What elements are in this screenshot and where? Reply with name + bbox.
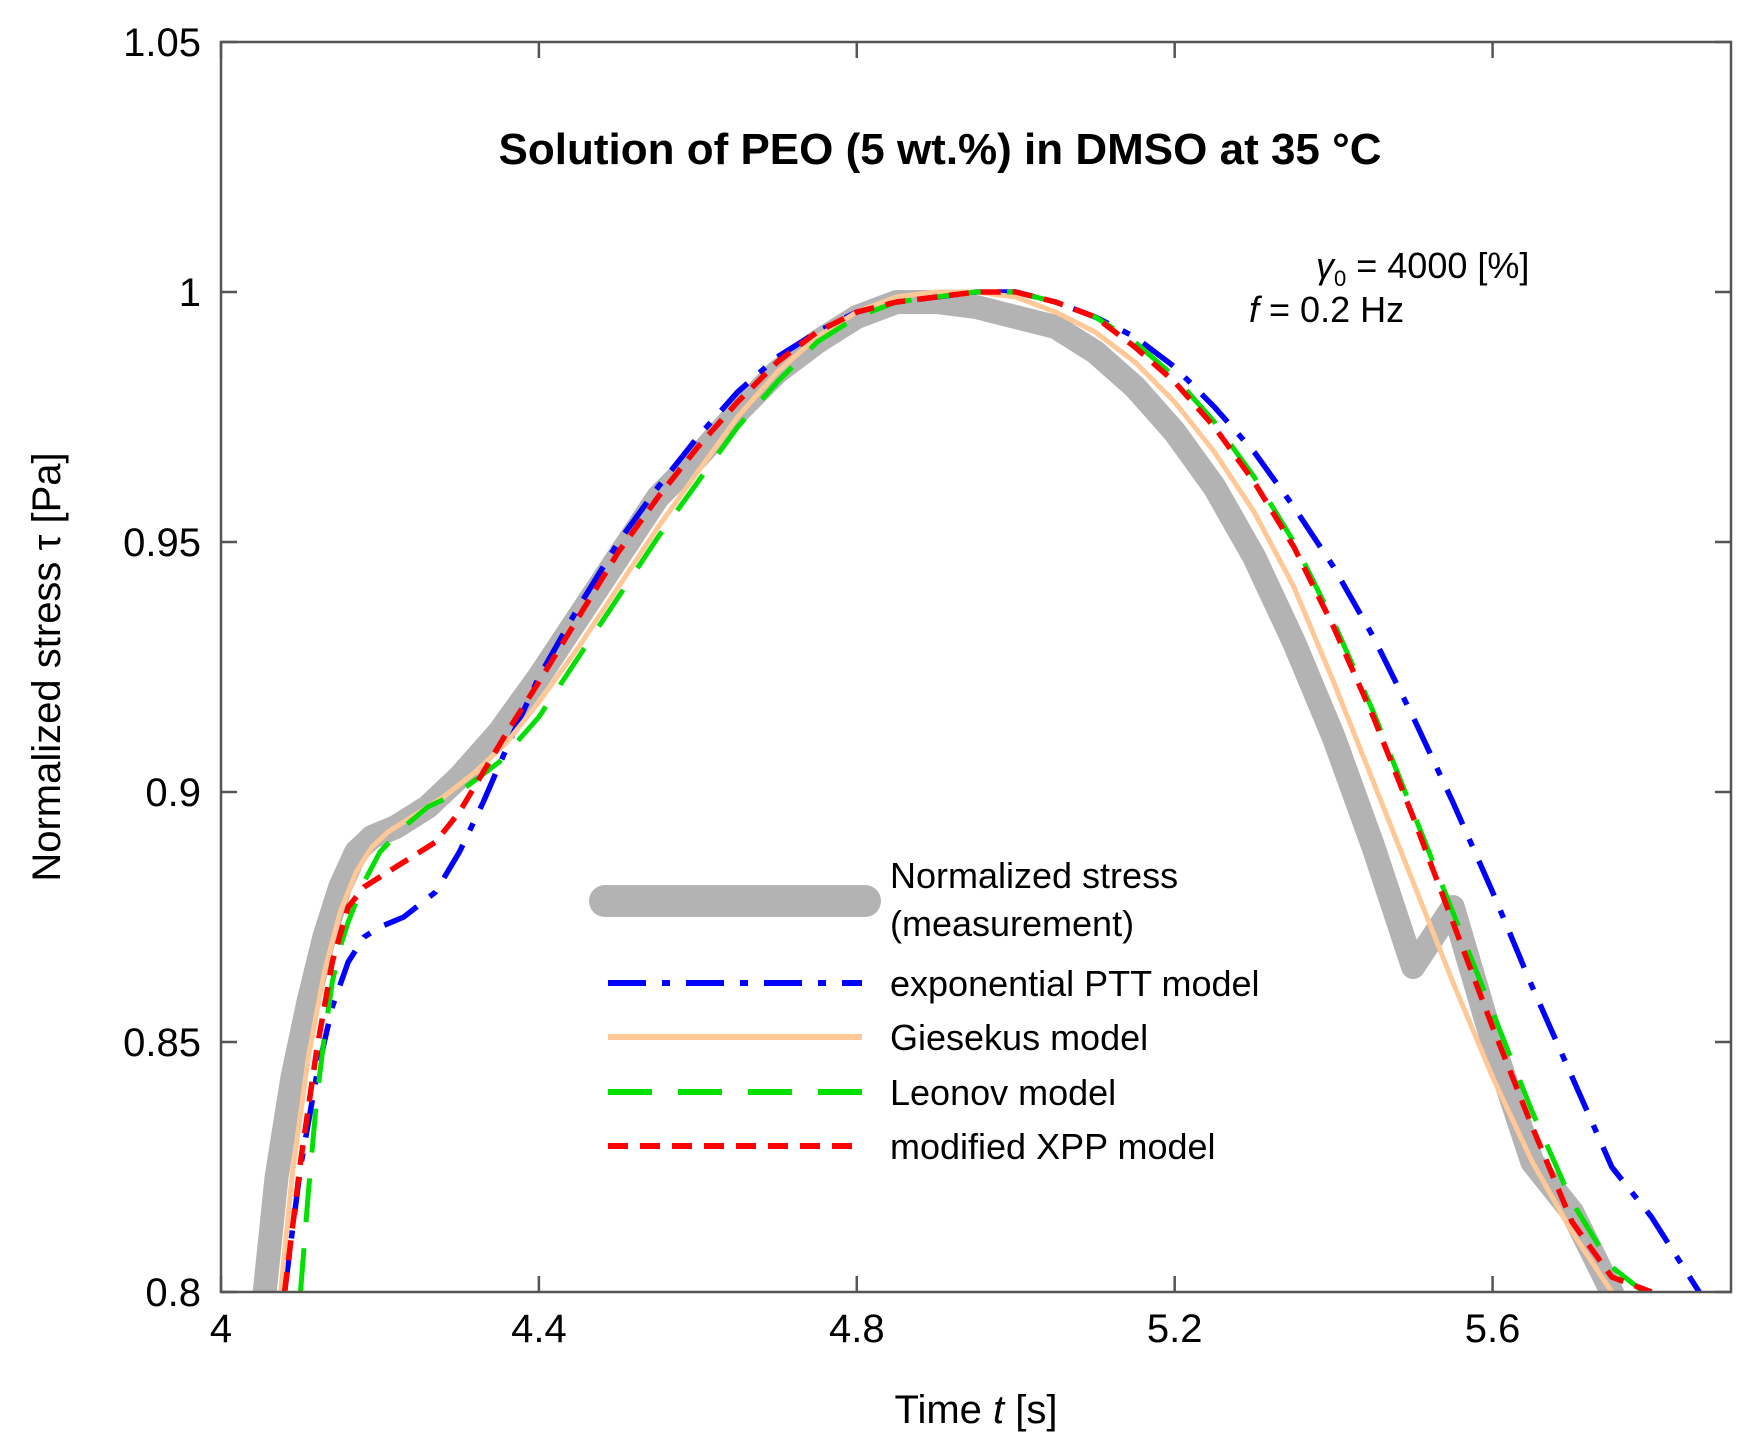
y-axis-title: Normalized stress τ [Pa] — [25, 452, 69, 881]
chart-title: Solution of PEO (5 wt.%) in DMSO at 35 °… — [499, 125, 1382, 174]
legend-label-giesekus: Giesekus model — [890, 1017, 1148, 1058]
legend-label-measurement-line2: (measurement) — [890, 903, 1134, 944]
y-tick-label: 0.8 — [145, 1271, 201, 1315]
y-tick-label: 0.95 — [123, 521, 201, 565]
legend-label-measurement-line1: Normalized stress — [890, 855, 1178, 896]
annotation-strain-subscript: 0 — [1334, 266, 1346, 291]
legend-label-ptt: exponential PTT model — [890, 963, 1260, 1004]
y-tick-label: 0.9 — [145, 771, 201, 815]
annotation-strain-symbol: γ — [1316, 245, 1336, 286]
annotation-strain-amplitude: γ0 = 4000 [%] — [1316, 245, 1529, 291]
y-tick-label: 0.85 — [123, 1021, 201, 1065]
x-axis-title-unit: [s] — [1004, 1388, 1057, 1432]
y-axis-title-variable: τ — [25, 534, 69, 550]
plot-frame — [219, 40, 1733, 1294]
x-tick-label: 4.4 — [511, 1307, 567, 1351]
annotation-block: γ0 = 4000 [%] f = 0.2 Hz — [1249, 245, 1529, 330]
annotation-strain-value: = 4000 [%] — [1346, 245, 1529, 286]
annotation-frequency: f = 0.2 Hz — [1249, 289, 1404, 330]
legend-label-leonov: Leonov model — [890, 1072, 1116, 1113]
x-tick-label: 4 — [210, 1307, 232, 1351]
annotation-frequency-value: = 0.2 Hz — [1259, 289, 1404, 330]
series-line-modified-xpp-model — [281, 289, 1653, 1292]
tick-labels: 4 4.4 4.8 5.2 5.6 0.8 0.85 0.9 0.95 1 1.05 — [123, 21, 1520, 1351]
x-axis-title-prefix: Time — [895, 1388, 994, 1432]
legend: Normalized stress (measurement) exponent… — [589, 855, 1260, 1167]
x-tick-label: 5.6 — [1465, 1307, 1521, 1351]
x-axis-title: Time t [s] — [895, 1388, 1058, 1432]
x-tick-label: 4.8 — [829, 1307, 885, 1351]
series-layer — [252, 289, 1702, 1292]
x-tick-label: 5.2 — [1147, 1307, 1203, 1351]
y-tick-label: 1 — [179, 271, 201, 315]
y-axis-title-unit: [Pa] — [25, 452, 69, 534]
y-tick-label: 1.05 — [123, 21, 201, 65]
y-axis-title-prefix: Normalized stress — [25, 550, 69, 881]
legend-label-xpp: modified XPP model — [890, 1126, 1216, 1167]
x-axis-title-variable: t — [993, 1388, 1006, 1432]
